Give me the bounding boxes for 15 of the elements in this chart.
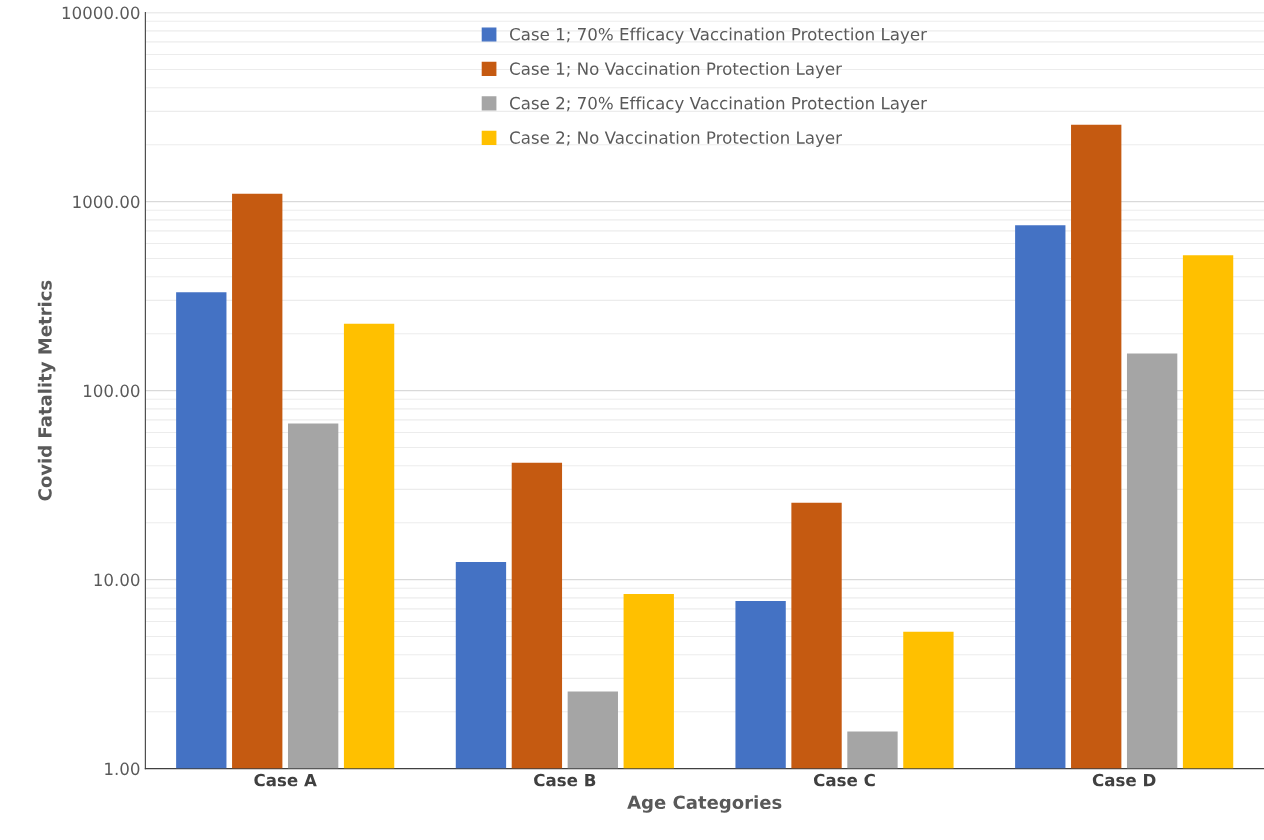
y-tick-label: 1.00 (105, 762, 140, 776)
legend-label: Case 2; No Vaccination Protection Layer (510, 130, 842, 148)
legend-label: Case 1; 70% Efficacy Vaccination Protection Layer (510, 27, 927, 44)
y-axis-title: Covid Fatality Metrics (37, 280, 56, 501)
y-tick-label: 10.00 (94, 573, 140, 587)
y-tick-label: 100.00 (84, 384, 140, 398)
x-tick-label: Case B (534, 773, 596, 787)
legend-label: Case 2; 70% Efficacy Vaccination Protection Layer (510, 96, 927, 113)
x-tick-label: Case C (813, 773, 875, 787)
y-tick-label: 1000.00 (73, 195, 140, 209)
x-tick-label: Case D (1092, 773, 1156, 787)
legend-label: Case 1; No Vaccination Protection Layer (510, 62, 842, 79)
x-axis-title: Age Categories (627, 795, 782, 813)
y-tick-label: 10000.00 (62, 6, 140, 20)
x-tick-label: Case A (254, 773, 317, 787)
